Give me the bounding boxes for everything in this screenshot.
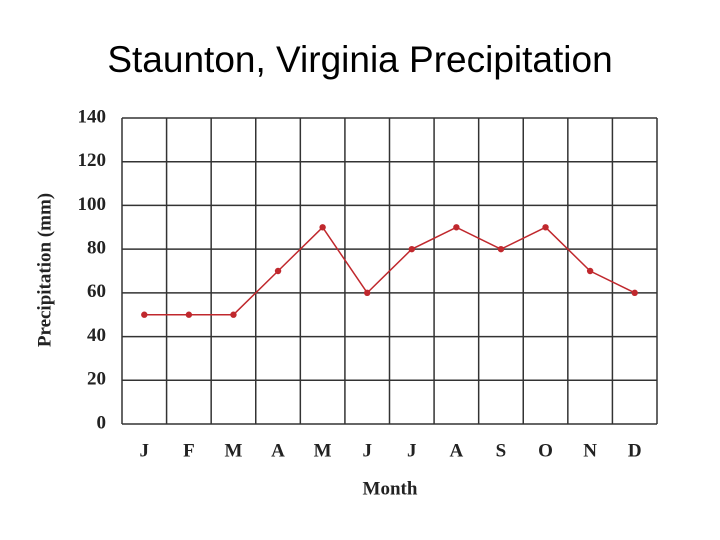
y-tick-label: 100: [78, 194, 107, 215]
data-point: [230, 311, 237, 318]
data-point: [497, 245, 505, 253]
x-tick-label: A: [450, 440, 464, 461]
data-point: [274, 267, 282, 275]
data-point: [408, 245, 415, 253]
data-line: [144, 226, 636, 316]
data-point: [586, 267, 594, 275]
x-tick-label: M: [224, 440, 242, 461]
data-point: [542, 224, 549, 231]
y-tick-label: 20: [87, 369, 106, 390]
x-tick-label: O: [538, 440, 553, 461]
y-tick-label: 120: [78, 150, 107, 171]
data-point: [631, 289, 638, 297]
x-tick-label: J: [362, 440, 372, 461]
x-tick-label: D: [628, 440, 642, 461]
x-tick-label: J: [407, 440, 417, 461]
data-point: [364, 289, 371, 297]
data-point: [453, 224, 460, 231]
x-tick-label: A: [271, 440, 285, 461]
x-tick-label: S: [496, 440, 507, 461]
x-tick-label: F: [183, 440, 195, 461]
x-tick-label: J: [140, 440, 150, 461]
y-tick-label: 40: [87, 325, 106, 346]
x-tick-label: M: [314, 440, 332, 461]
x-axis-label: Month: [363, 478, 418, 499]
y-axis-label: Precipitation (mm): [34, 193, 55, 347]
data-point: [141, 311, 148, 318]
y-tick-label: 0: [97, 412, 107, 433]
y-tick-label: 80: [87, 238, 106, 259]
data-point: [319, 224, 326, 231]
x-tick-label: N: [583, 440, 597, 461]
data-point: [185, 311, 193, 318]
chart-title: Staunton, Virginia Precipitation: [107, 39, 612, 80]
y-tick-label: 140: [78, 106, 107, 127]
y-tick-label: 60: [87, 281, 106, 302]
